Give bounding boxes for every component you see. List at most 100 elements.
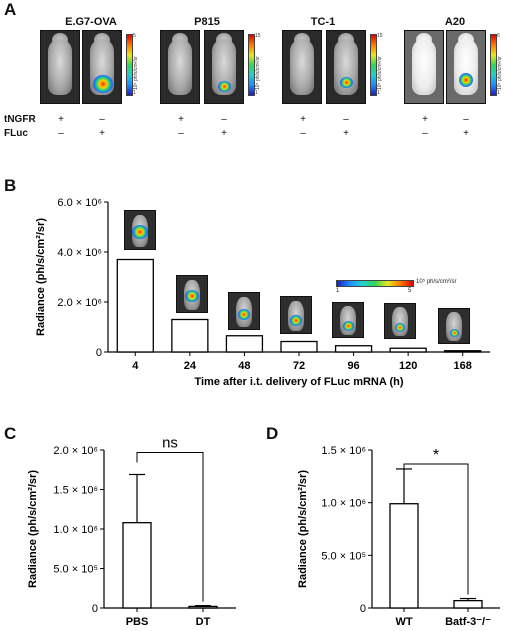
sign-tngfr: + — [58, 114, 64, 125]
sign-fluc: – — [300, 128, 306, 139]
x-tick-label: Batf-3⁻/⁻ — [445, 616, 491, 628]
x-tick-label: 24 — [184, 360, 197, 372]
mouse-image — [82, 30, 122, 104]
colorbar-min: 1 — [255, 90, 258, 96]
y-tick-label: 5.0 × 10⁵ — [53, 564, 98, 576]
bar — [444, 350, 482, 353]
y-tick-label: 0 — [96, 347, 102, 359]
panel-c-letter: C — [4, 424, 17, 443]
bar — [280, 340, 318, 353]
colorbar-label: 10⁵ ph/s/cm²/sr — [377, 56, 383, 90]
colorbar — [490, 34, 497, 96]
group-title-tc1: TC-1 — [310, 16, 336, 28]
colorbar-max: 6 — [497, 33, 500, 39]
x-tick-label: WT — [395, 616, 412, 628]
colorbar-horizontal — [336, 280, 414, 287]
bar — [225, 335, 264, 353]
sign-tngfr: + — [300, 114, 306, 125]
significance-label: * — [433, 447, 439, 464]
panel-a-letter: A — [4, 0, 17, 19]
mouse-image — [40, 30, 80, 104]
sign-fluc: – — [178, 128, 184, 139]
y-tick-label: 1.5 × 10⁶ — [53, 485, 98, 497]
mouse-image — [204, 30, 244, 104]
sign-fluc: + — [343, 128, 349, 139]
colorbar-max: 15 — [377, 33, 383, 39]
group-title-a20: A20 — [444, 16, 466, 28]
x-tick-label: 120 — [399, 360, 417, 372]
chart-d: 0 5.0 × 10⁵ 1.0 × 10⁶ 1.5 × 10⁶ WT Batf-3⁻/⁻ R… — [297, 445, 500, 628]
chart-b: 0 2.0 × 10⁶ 4.0 × 10⁶ 6.0 × 10⁶ 4 24 48 72 96 120… — [35, 197, 490, 388]
colorbar-label: 10⁵ ph/s/cm²/sr — [255, 56, 261, 90]
y-tick-label: 6.0 × 10⁶ — [57, 197, 102, 209]
colorbar-max: 5 — [133, 33, 136, 39]
bar — [334, 345, 373, 353]
group-title-p815: P815 — [194, 16, 220, 28]
significance-bracket — [403, 463, 469, 595]
colorbar — [370, 34, 377, 96]
sign-fluc: – — [422, 128, 428, 139]
sign-tngfr: – — [99, 114, 105, 125]
sign-tngfr: – — [463, 114, 469, 125]
sign-tngfr: – — [221, 114, 227, 125]
y-axis-label: Radiance (ph/s/cm²/sr) — [297, 470, 309, 588]
colorbar — [248, 34, 255, 96]
colorbar-label: 10⁵ ph/s/cm²/sr — [133, 56, 139, 90]
bar — [188, 605, 218, 609]
significance-bracket — [136, 451, 204, 602]
thumbnail-image — [176, 275, 208, 313]
sign-fluc: + — [221, 128, 227, 139]
y-axis-label: Radiance (ph/s/cm²/sr) — [35, 218, 47, 336]
row-label-fluc: FLuc — [4, 128, 28, 139]
y-tick-label: 0 — [360, 603, 366, 615]
sign-tngfr: – — [343, 114, 349, 125]
sign-fluc: – — [58, 128, 64, 139]
x-tick-label: PBS — [126, 616, 149, 628]
x-tick-label: 4 — [132, 360, 139, 372]
x-tick-label: 168 — [454, 360, 472, 372]
x-axis-label: Time after i.t. delivery of FLuc mRNA (h… — [194, 376, 403, 388]
sign-tngfr: + — [422, 114, 428, 125]
colorbar-max: 5 — [408, 288, 412, 294]
thumbnail-image — [384, 303, 416, 339]
colorbar-min: 1 — [133, 90, 136, 96]
thumbnail-image — [124, 210, 156, 250]
chart-c: 0 5.0 × 10⁵ 1.0 × 10⁶ 1.5 × 10⁶ 2.0 × 10⁶ PBS… — [27, 434, 236, 628]
bar — [389, 503, 419, 609]
bar — [171, 318, 209, 353]
thumbnail-image — [438, 308, 470, 344]
sign-fluc: + — [99, 128, 105, 139]
bar — [116, 258, 154, 353]
y-axis-label: Radiance (ph/s/cm²/sr) — [27, 470, 39, 588]
x-tick-label: 48 — [238, 360, 250, 372]
significance-label: ns — [162, 434, 178, 451]
mouse-image — [404, 30, 444, 104]
x-tick-label: 72 — [293, 360, 305, 372]
colorbar — [126, 34, 133, 96]
y-tick-label: 1.0 × 10⁶ — [321, 498, 366, 510]
colorbar-min: 1 — [336, 288, 340, 294]
panel-b-letter: B — [4, 176, 17, 195]
thumbnail-image — [280, 296, 312, 334]
x-tick-label: 96 — [347, 360, 359, 372]
row-label-tngfr: tNGFR — [4, 114, 36, 125]
y-tick-label: 1.0 × 10⁶ — [53, 524, 98, 536]
sign-fluc: + — [463, 128, 469, 139]
mouse-image — [326, 30, 366, 104]
y-tick-label: 2.0 × 10⁶ — [53, 445, 98, 457]
bar — [122, 522, 152, 609]
colorbar-min: 1 — [377, 90, 380, 96]
bar — [453, 599, 483, 609]
colorbar-label: 10⁵ ph/s/cm²/sr — [497, 56, 503, 90]
mouse-image — [282, 30, 322, 104]
mouse-image — [446, 30, 486, 104]
y-tick-label: 4.0 × 10⁶ — [57, 247, 102, 259]
x-tick-label: DT — [196, 616, 211, 628]
sign-tngfr: + — [178, 114, 184, 125]
mouse-image — [160, 30, 200, 104]
colorbar-label: 10⁵ ph/s/cm²/sr — [416, 279, 457, 285]
y-tick-label: 1.5 × 10⁶ — [321, 445, 366, 457]
colorbar-min: 1 — [497, 90, 500, 96]
panel-d-letter: D — [266, 424, 279, 443]
y-tick-label: 2.0 × 10⁶ — [57, 297, 102, 309]
